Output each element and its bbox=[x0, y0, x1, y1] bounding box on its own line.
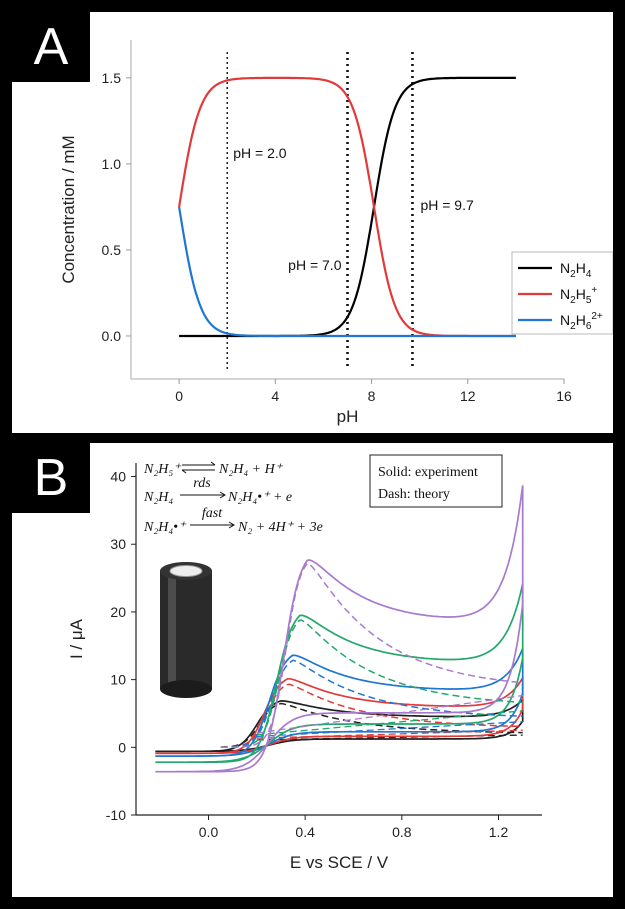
reaction-3-arrow-head bbox=[228, 521, 235, 529]
reaction-3-right: N₂ + 4H⁺ + 3e bbox=[237, 520, 323, 535]
cv-theory-line bbox=[220, 619, 523, 749]
y-axis-title: Concentration / mM bbox=[59, 135, 78, 283]
legend-entry-n2h5: N2H5+ bbox=[560, 285, 597, 306]
x-axis-title: E vs SCE / V bbox=[290, 853, 389, 872]
series-n2h4-line bbox=[179, 76, 516, 338]
cv-experiment-line bbox=[155, 485, 524, 773]
panel-b: 0.0 0.4 0.8 1.2 -10 0 10 20 30 40 E vs SCE / V I / … bbox=[12, 443, 613, 897]
ph-label: pH = 7.0 bbox=[288, 257, 342, 273]
cv-series-3 bbox=[155, 583, 524, 764]
electrode-highlight bbox=[168, 573, 176, 687]
y-tick-label: 0.5 bbox=[102, 242, 122, 258]
x-tick-label: 8 bbox=[368, 388, 376, 404]
cv-experiment-line bbox=[155, 697, 524, 753]
legend-a: N2H4 N2H5+ N2H62+ bbox=[511, 251, 614, 335]
reaction-1-right: N₂H₄ + H⁺ bbox=[218, 462, 284, 477]
reaction-2-right: N₂H₄•⁺ + e bbox=[227, 490, 292, 505]
ph-label: pH = 2.0 bbox=[233, 145, 287, 161]
cv-theory-return-line bbox=[256, 710, 523, 736]
electrode-illustration bbox=[160, 562, 212, 698]
x-tick-label: 0.4 bbox=[295, 824, 315, 840]
reaction-2-over: rds bbox=[193, 476, 211, 491]
x-tick-label: 0.0 bbox=[199, 824, 219, 840]
legend-box bbox=[369, 454, 503, 508]
y-tick-label: 30 bbox=[110, 536, 126, 552]
cv-theory-return-line bbox=[256, 694, 523, 734]
electrode-disk bbox=[169, 565, 203, 577]
electrode-body bbox=[160, 571, 212, 689]
y-tick-label: 0 bbox=[118, 739, 126, 755]
y-tick-label: 10 bbox=[110, 672, 126, 688]
equilibrium-arrow-head bbox=[181, 469, 187, 474]
x-axis-title: pH bbox=[337, 407, 359, 426]
y-tick-label: 40 bbox=[110, 469, 126, 485]
cv-theory-return-line bbox=[256, 721, 523, 738]
x-tick-label: 1.2 bbox=[489, 824, 509, 840]
chart-a-svg: 0 4 8 12 16 0.0 0.5 1.0 1.5 pH Concentration / mM p… bbox=[59, 40, 614, 426]
reaction-scheme: N₂H₅⁺ N₂H₄ + H⁺ N₂H₄ rds N₂H₄•⁺ + e N₂H₄•⁺ fas… bbox=[143, 461, 323, 535]
reaction-2-arrow-head bbox=[219, 491, 226, 499]
x-tick-label: 16 bbox=[556, 388, 572, 404]
ph-label: pH = 9.7 bbox=[420, 197, 474, 213]
x-tick-label: 12 bbox=[460, 388, 476, 404]
chart-b-svg: 0.0 0.4 0.8 1.2 -10 0 10 20 30 40 E vs SCE / V I / … bbox=[67, 454, 542, 872]
x-tick-label: 0.8 bbox=[392, 824, 412, 840]
y-tick-label: 1.0 bbox=[102, 156, 122, 172]
cv-experiment-line bbox=[155, 583, 524, 764]
legend-solid-label: Solid: experiment bbox=[378, 465, 478, 480]
equilibrium-arrow-head bbox=[210, 461, 216, 466]
cv-series-0 bbox=[155, 697, 524, 753]
legend-entry-n2h6: N2H62+ bbox=[560, 311, 603, 332]
electrode-bottom bbox=[160, 680, 212, 698]
y-axis-title: I / μA bbox=[67, 618, 86, 659]
y-tick-label: -10 bbox=[106, 807, 126, 823]
legend-b: Solid: experiment Dash: theory bbox=[369, 454, 503, 508]
panel-a-label: A bbox=[12, 12, 90, 82]
cv-theory-line bbox=[220, 659, 523, 748]
x-tick-label: 4 bbox=[271, 388, 279, 404]
cv-theory-line bbox=[220, 562, 523, 749]
x-tick-label: 0 bbox=[175, 388, 183, 404]
legend-entry-n2h4: N2H4 bbox=[560, 260, 592, 280]
series-n2h6-line bbox=[178, 206, 516, 338]
legend-dash-label: Dash: theory bbox=[378, 487, 450, 502]
panel-b-label: B bbox=[12, 443, 90, 513]
panel-a: 0 4 8 12 16 0.0 0.5 1.0 1.5 pH Concentration / mM p… bbox=[12, 12, 614, 433]
reaction-2-left: N₂H₄ bbox=[143, 490, 173, 505]
reaction-3-over: fast bbox=[202, 506, 223, 521]
y-tick-label: 20 bbox=[110, 604, 126, 620]
reaction-3-left: N₂H₄•⁺ bbox=[143, 520, 187, 535]
y-tick-label: 0.0 bbox=[102, 328, 122, 344]
reaction-1-left: N₂H₅⁺ bbox=[143, 462, 182, 477]
cv-series-4 bbox=[155, 485, 524, 773]
y-tick-label: 1.5 bbox=[102, 70, 122, 86]
